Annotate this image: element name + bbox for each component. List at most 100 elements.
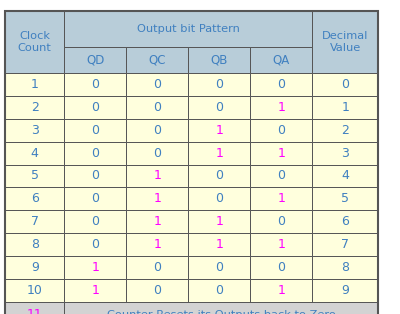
Bar [312,142,378,165]
Text: 1: 1 [154,238,161,251]
Text: 1: 1 [31,78,39,91]
Bar [126,279,188,302]
Text: 0: 0 [154,261,162,274]
Bar [64,302,378,314]
Bar [126,165,188,187]
Bar [5,165,64,187]
Text: Clock
Count: Clock Count [18,31,52,53]
Text: 11: 11 [27,308,43,314]
Text: 0: 0 [278,78,285,91]
Text: 0: 0 [342,78,350,91]
Text: 2: 2 [342,124,349,137]
Bar [64,11,312,47]
Bar [5,187,64,210]
Text: 0: 0 [154,78,162,91]
Text: 1: 1 [154,170,161,182]
Text: 7: 7 [342,238,350,251]
Text: 0: 0 [215,101,223,114]
Text: 0: 0 [91,124,99,137]
Text: QA: QA [273,53,290,67]
Bar [126,142,188,165]
Text: 1: 1 [154,192,161,205]
Bar [64,142,126,165]
Bar [5,210,64,233]
Bar [5,73,64,96]
Text: 0: 0 [154,124,162,137]
Text: Output bit Pattern: Output bit Pattern [137,24,240,34]
Text: 1: 1 [216,147,223,160]
Bar [126,47,188,73]
Bar [64,233,126,256]
Bar [250,187,312,210]
Text: 0: 0 [278,170,285,182]
Text: 0: 0 [278,261,285,274]
Bar [126,210,188,233]
Text: 1: 1 [216,215,223,228]
Text: 0: 0 [91,170,99,182]
Text: 0: 0 [91,192,99,205]
Bar [5,233,64,256]
Bar [312,279,378,302]
Text: 0: 0 [215,284,223,297]
Bar [312,165,378,187]
Bar [5,279,64,302]
Bar [64,210,126,233]
Text: 6: 6 [342,215,349,228]
Text: 5: 5 [342,192,350,205]
Text: 1: 1 [278,238,285,251]
Text: 0: 0 [215,192,223,205]
Bar [64,96,126,119]
Bar [64,119,126,142]
Text: QC: QC [149,53,166,67]
Bar [64,47,126,73]
Bar [312,96,378,119]
Text: 3: 3 [342,147,349,160]
Text: 0: 0 [215,261,223,274]
Text: 1: 1 [154,215,161,228]
Bar [250,47,312,73]
Text: 1: 1 [92,261,99,274]
Text: 0: 0 [154,284,162,297]
Text: 6: 6 [31,192,39,205]
Text: 0: 0 [91,238,99,251]
Text: 9: 9 [31,261,39,274]
Bar [64,73,126,96]
Text: 5: 5 [31,170,39,182]
Text: Decimal
Value: Decimal Value [322,31,368,53]
Bar [126,233,188,256]
Bar [64,165,126,187]
Bar [312,11,378,73]
Bar [126,187,188,210]
Bar [250,210,312,233]
Text: 0: 0 [215,170,223,182]
Text: 1: 1 [216,238,223,251]
Text: 0: 0 [278,215,285,228]
Bar [5,119,64,142]
Bar [250,73,312,96]
Bar [250,256,312,279]
Text: 10: 10 [27,284,43,297]
Text: 8: 8 [342,261,350,274]
Text: 1: 1 [278,101,285,114]
Bar [188,187,250,210]
Text: 3: 3 [31,124,39,137]
Text: 0: 0 [154,101,162,114]
Bar [126,73,188,96]
Text: 0: 0 [91,78,99,91]
Bar [250,233,312,256]
Bar [5,256,64,279]
Bar [312,73,378,96]
Text: 2: 2 [31,101,39,114]
Bar [188,73,250,96]
Text: Counter Resets its Outputs back to Zero: Counter Resets its Outputs back to Zero [107,310,336,314]
Text: QD: QD [86,53,104,67]
Bar [188,47,250,73]
Bar [250,279,312,302]
Text: 1: 1 [342,101,349,114]
Text: QB: QB [211,53,228,67]
Bar [126,256,188,279]
Bar [312,256,378,279]
Bar [312,210,378,233]
Bar [5,302,64,314]
Bar [64,256,126,279]
